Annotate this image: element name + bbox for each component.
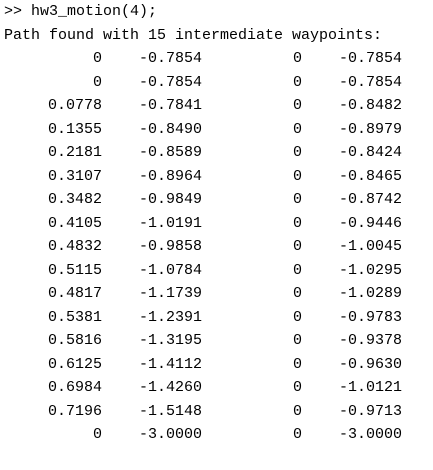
matrix-cell: -1.0121 [338,379,402,396]
matrix-row: 0.4832 -0.9858 0 -1.0045 [0,235,433,259]
matrix-cell: 0 [92,73,102,91]
matrix-cell: 0.4832 [47,238,102,255]
matrix-row: 0.6984 -1.4260 0 -1.0121 [0,376,433,400]
matrix-row: 0.5816 -1.3195 0 -0.9378 [0,329,433,353]
matrix-cell: -1.1739 [138,285,202,302]
matrix-cell: -0.9849 [138,191,202,208]
matrix-row: 0.4105 -1.0191 0 -0.9446 [0,212,433,236]
matrix-cell: -1.0191 [138,214,202,232]
matrix-cell: 0.7196 [47,402,102,420]
matrix-cell: 0 [292,144,302,161]
matrix-row: 0.5381 -1.2391 0 -0.9783 [0,306,433,330]
matrix-cell: 0 [292,214,302,232]
matrix-cell: 0.3482 [47,191,102,208]
matrix-cell: -3.0000 [338,426,402,443]
matrix-cell: 0 [292,167,302,185]
matrix-cell: -0.8979 [338,120,402,138]
matrix-cell: 0.5816 [47,332,102,349]
matrix-cell: 0 [292,332,302,349]
matrix-cell: -0.9783 [338,308,402,326]
matrix-cell: -0.7841 [138,97,202,114]
matrix-cell: 0.2181 [47,144,102,161]
matrix-cell: 0 [292,402,302,420]
matrix-cell: -0.7854 [138,50,202,67]
matrix-cell: 0 [292,285,302,302]
matrix-cell: -0.9446 [338,214,402,232]
matrix-cell: 0.4105 [47,214,102,232]
matrix-cell: 0 [292,238,302,255]
matrix-cell: 0 [92,426,102,443]
matrix-cell: -1.0295 [338,261,402,279]
command-text: hw3_motion(4); [31,3,158,20]
matrix-row: 0.5115 -1.0784 0 -1.0295 [0,259,433,283]
matrix-cell: -1.5148 [138,402,202,420]
matrix-cell: -0.7854 [138,73,202,91]
matrix-cell: 0.3107 [47,167,102,185]
matrix-row: 0.3482 -0.9849 0 -0.8742 [0,188,433,212]
matrix-cell: 0 [292,73,302,91]
matrix-cell: -0.9630 [338,355,402,373]
matrix-cell: -0.8589 [138,144,202,161]
matrix-cell: -1.2391 [138,308,202,326]
matrix-cell: 0 [292,308,302,326]
prompt-symbol: >> [4,3,23,20]
matrix-cell: -1.3195 [138,332,202,349]
matrix-cell: -0.8490 [138,120,202,138]
command-line: >> hw3_motion(4); [4,0,157,24]
matrix-cell: -0.8465 [338,167,402,185]
matrix-cell: 0 [292,379,302,396]
matrix-row: 0.4817 -1.1739 0 -1.0289 [0,282,433,306]
matrix-cell: 0.6125 [47,355,102,373]
matrix-cell: -0.7854 [338,50,402,67]
matrix-cell: -0.8424 [338,144,402,161]
matrix-cell: 0 [292,50,302,67]
output-message: Path found with 15 intermediate waypoint… [4,26,383,44]
matrix-cell: 0 [292,426,302,443]
matrix-cell: -0.8964 [138,167,202,185]
matrix-cell: -0.9378 [338,332,402,349]
matrix-row: 0.6125 -1.4112 0 -0.9630 [0,353,433,377]
matrix-cell: 0 [292,261,302,279]
matrix-cell: -1.0784 [138,261,202,279]
matrix-cell: 0 [292,97,302,114]
matrix-row: 0.7196 -1.5148 0 -0.9713 [0,400,433,424]
matrix-row: 0 -3.0000 0 -3.0000 [0,423,433,447]
matrix-cell: 0 [292,120,302,138]
matrix-cell: 0.5115 [47,261,102,279]
matrix-row: 0.0778 -0.7841 0 -0.8482 [0,94,433,118]
matrix-cell: 0.1355 [47,120,102,138]
matrix-cell: -3.0000 [138,426,202,443]
output-matrix: 0 -0.7854 0 -0.7854 0 -0.7854 0 -0.7854 0.0778… [0,47,433,447]
matrix-cell: -1.0289 [338,285,402,302]
matrix-cell: 0.6984 [47,379,102,396]
matrix-cell: -1.4112 [138,355,202,373]
matrix-cell: 0.4817 [47,285,102,302]
matrix-cell: -0.8742 [338,191,402,208]
matrix-cell: 0.5381 [47,308,102,326]
matrix-cell: 0.0778 [47,97,102,114]
matrix-row: 0.1355 -0.8490 0 -0.8979 [0,118,433,142]
matrix-cell: 0 [292,191,302,208]
matrix-cell: 0 [92,50,102,67]
matrix-cell: -0.7854 [338,73,402,91]
matrix-cell: -0.9713 [338,402,402,420]
matrix-cell: 0 [292,355,302,373]
matrix-cell: -1.4260 [138,379,202,396]
matrix-row: 0 -0.7854 0 -0.7854 [0,47,433,71]
matrix-cell: -1.0045 [338,238,402,255]
matrix-row: 0.2181 -0.8589 0 -0.8424 [0,141,433,165]
matrix-row: 0.3107 -0.8964 0 -0.8465 [0,165,433,189]
matrix-cell: -0.9858 [138,238,202,255]
matrix-cell: -0.8482 [338,97,402,114]
matrix-row: 0 -0.7854 0 -0.7854 [0,71,433,95]
